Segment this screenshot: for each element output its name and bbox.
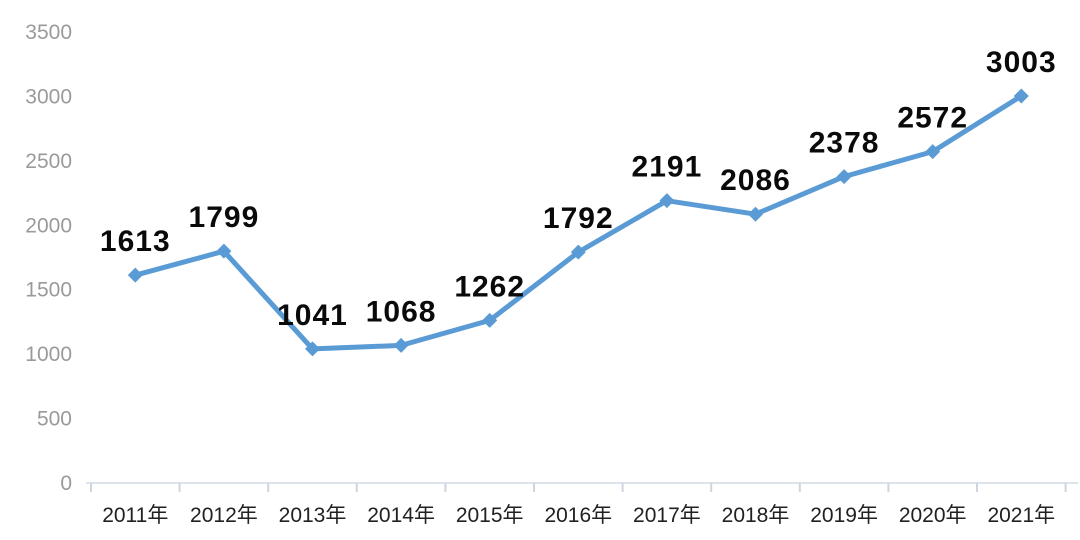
y-axis-tick-label: 3500	[25, 21, 72, 44]
data-point-label: 1613	[100, 225, 171, 258]
x-axis-tick-label: 2020年	[899, 504, 967, 527]
data-point-label: 2572	[897, 102, 968, 135]
data-point-marker	[482, 312, 498, 328]
x-axis-tick-label: 2021年	[987, 504, 1055, 527]
data-point-label: 2378	[809, 127, 880, 160]
data-point-marker	[570, 244, 586, 260]
data-point-label: 2086	[720, 164, 791, 197]
x-axis-tick-label: 2014年	[367, 504, 435, 527]
data-point-label: 2191	[632, 151, 703, 184]
data-point-label: 1041	[277, 299, 348, 332]
y-axis-tick-label: 0	[60, 472, 72, 495]
x-axis-tick-label: 2012年	[190, 504, 258, 527]
data-point-label: 1068	[366, 295, 437, 328]
data-point-marker	[216, 243, 232, 259]
x-axis-tick-label: 2011年	[102, 504, 168, 527]
y-axis-tick-label: 1000	[25, 343, 72, 366]
data-point-marker	[127, 267, 143, 283]
x-axis-tick-label: 2018年	[722, 504, 790, 527]
x-axis-tick-label: 2016年	[544, 504, 612, 527]
y-axis-tick-label: 3000	[25, 85, 72, 108]
data-point-marker	[305, 341, 320, 357]
y-axis-tick-label: 2500	[25, 150, 72, 173]
data-point-label: 3003	[986, 46, 1057, 79]
data-point-marker	[925, 144, 941, 160]
y-axis-tick-label: 1500	[25, 279, 72, 302]
data-point-marker	[1013, 88, 1029, 104]
x-axis-tick-label: 2017年	[633, 504, 701, 527]
x-axis-tick-label: 2013年	[279, 504, 347, 527]
data-point-marker	[393, 337, 409, 353]
data-point-label: 1799	[189, 201, 260, 234]
y-axis-tick-label: 2000	[25, 214, 72, 237]
data-point-marker	[748, 206, 763, 222]
data-point-marker	[659, 193, 675, 209]
data-point-label: 1262	[454, 270, 525, 303]
x-axis-tick-label: 2015年	[456, 504, 524, 527]
data-point-label: 1792	[543, 202, 614, 235]
y-axis-tick-label: 500	[37, 408, 72, 431]
data-point-marker	[836, 169, 852, 185]
x-axis-tick-label: 2019年	[810, 504, 878, 527]
